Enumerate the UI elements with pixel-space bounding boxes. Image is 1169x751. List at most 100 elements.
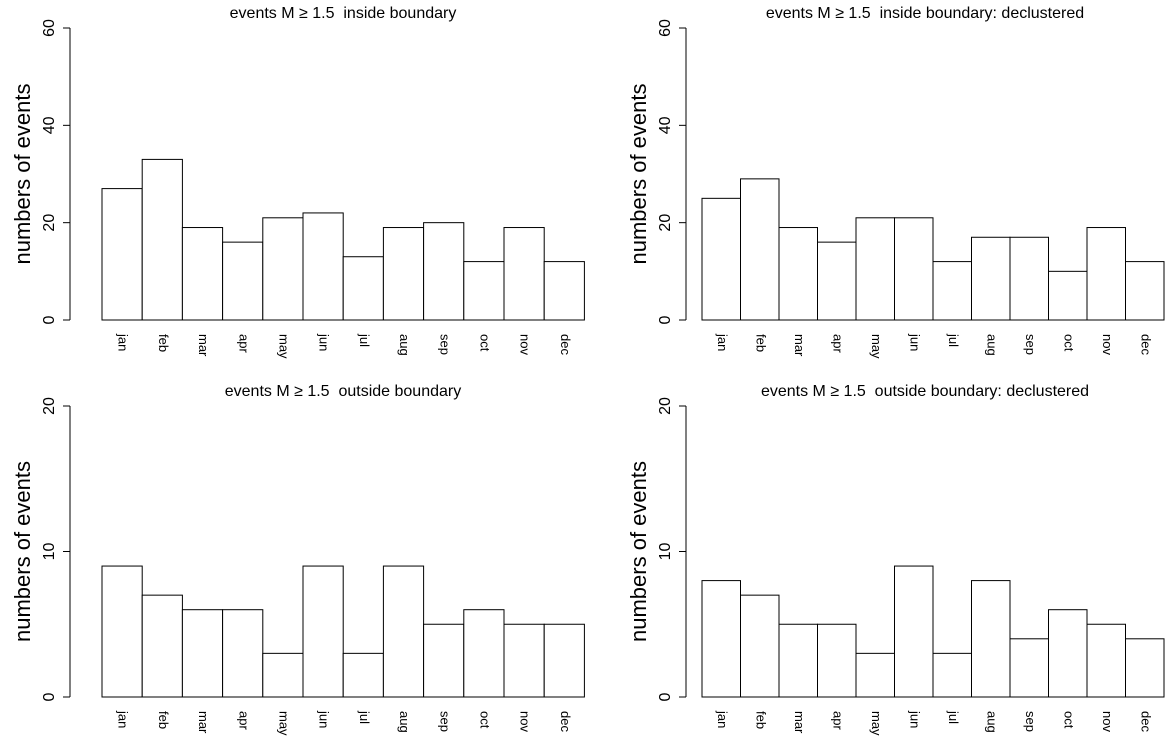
x-tick-label: dec [558, 334, 573, 355]
bar [141, 158, 183, 321]
x-tick-label: may [869, 711, 884, 736]
x-tick-label: jun [907, 710, 922, 728]
bar [423, 222, 465, 321]
x-tick-label: oct [1061, 711, 1076, 729]
bar [141, 594, 183, 698]
x-tick-label: mar [196, 334, 211, 357]
y-tick-label: 40 [657, 116, 674, 134]
x-tick-label: apr [236, 334, 251, 353]
y-tick-label: 0 [657, 692, 674, 701]
bar [1048, 270, 1088, 321]
bar [1125, 261, 1165, 321]
bar [701, 197, 741, 321]
bar [302, 565, 344, 698]
bar [302, 212, 344, 321]
bar [181, 227, 224, 321]
x-tick-label: dec [1138, 334, 1153, 355]
x-tick-label: jul [946, 710, 961, 724]
y-axis-label: numbers of events [10, 84, 35, 265]
y-tick-label: 20 [41, 214, 58, 232]
bar [262, 652, 304, 698]
bar [543, 261, 585, 321]
bar [222, 241, 264, 321]
x-tick-label: may [869, 334, 884, 359]
y-axis-label: numbers of events [626, 461, 651, 642]
bar [503, 623, 545, 698]
bar [222, 609, 264, 698]
x-tick-label: jun [907, 333, 922, 351]
x-tick-label: jul [946, 333, 961, 347]
bar [342, 256, 384, 321]
y-axis-label: numbers of events [10, 461, 35, 642]
x-tick-label: dec [1138, 711, 1153, 732]
y-tick-label: 10 [41, 543, 58, 561]
y-tick-label: 20 [657, 214, 674, 232]
chart-title: events M ≥ 1.5 inside boundary [230, 5, 457, 22]
bar [855, 217, 895, 321]
chart-title: events M ≥ 1.5 inside boundary: decluste… [766, 5, 1084, 22]
x-tick-label: sep [1023, 711, 1038, 732]
x-tick-label: nov [1100, 334, 1115, 355]
bar [932, 261, 972, 321]
bar [342, 652, 384, 698]
bar [543, 623, 585, 698]
bar [382, 565, 425, 698]
bar [463, 609, 505, 698]
bar [817, 623, 857, 698]
bar [778, 227, 818, 321]
y-tick-label: 0 [41, 692, 58, 701]
x-tick-label: sep [437, 711, 452, 732]
x-tick-label: apr [830, 334, 845, 353]
x-tick-label: feb [156, 711, 171, 729]
x-tick-label: jan [715, 710, 730, 728]
chart-title: events M ≥ 1.5 outside boundary: declust… [761, 383, 1089, 400]
bar [423, 623, 465, 698]
y-tick-label: 20 [41, 397, 58, 415]
x-tick-label: jun [317, 710, 332, 728]
bar [701, 580, 741, 698]
bar [894, 217, 934, 321]
bar [894, 565, 934, 698]
chart-title: events M ≥ 1.5 outside boundary [225, 383, 461, 400]
x-tick-label: feb [156, 334, 171, 352]
bar [1048, 609, 1088, 698]
x-tick-label: may [276, 334, 291, 359]
x-tick-label: oct [477, 334, 492, 352]
x-tick-label: jun [317, 333, 332, 351]
x-tick-label: dec [558, 711, 573, 732]
bar [382, 227, 425, 321]
bar [740, 594, 780, 698]
x-tick-label: aug [984, 711, 999, 733]
bar [1086, 623, 1126, 698]
x-tick-label: sep [1023, 334, 1038, 355]
x-tick-label: may [276, 711, 291, 736]
bar [503, 227, 545, 321]
y-tick-label: 20 [657, 397, 674, 415]
x-tick-label: jul [357, 710, 372, 724]
bar [1009, 638, 1049, 698]
x-tick-label: apr [830, 711, 845, 730]
bar [101, 188, 143, 321]
x-tick-label: jul [357, 333, 372, 347]
bar [740, 178, 780, 321]
x-tick-label: jan [715, 333, 730, 351]
y-tick-label: 0 [657, 315, 674, 324]
bar [1009, 236, 1049, 321]
x-tick-label: nov [518, 711, 533, 732]
bar [971, 236, 1011, 321]
y-axis-label: numbers of events [626, 84, 651, 265]
y-tick-label: 10 [657, 543, 674, 561]
x-tick-label: nov [1100, 711, 1115, 732]
x-tick-label: mar [196, 711, 211, 734]
bar [181, 609, 224, 698]
x-tick-label: oct [1061, 334, 1076, 352]
bar [101, 565, 143, 698]
x-tick-label: mar [792, 334, 807, 357]
x-tick-label: aug [397, 711, 412, 733]
x-tick-label: jan [116, 710, 131, 728]
y-tick-label: 60 [657, 19, 674, 37]
x-tick-label: aug [397, 334, 412, 356]
bar [778, 623, 818, 698]
bar [932, 652, 972, 698]
